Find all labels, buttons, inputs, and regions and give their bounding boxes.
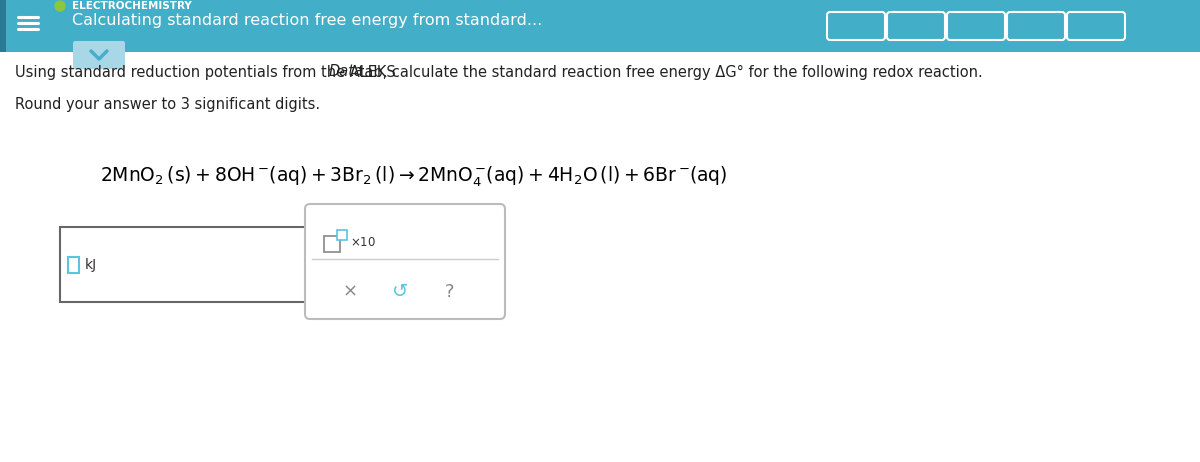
Bar [337, 230, 347, 240]
Text: tab, calculate the standard reaction free energy ΔG° for the following redox rea: tab, calculate the standard reaction fre… [354, 65, 983, 79]
Bar [324, 236, 340, 252]
Text: ×: × [342, 283, 358, 301]
Text: ?: ? [445, 283, 455, 301]
Text: Calculating standard reaction free energy from standard...: Calculating standard reaction free energ… [72, 13, 542, 29]
Circle shape [55, 1, 65, 11]
Bar [68, 256, 79, 273]
Text: ↺: ↺ [392, 282, 408, 302]
Text: $\mathsf{2MnO_2\,(s)+8OH^-\!(aq)+3Br_2\,(l)\rightarrow 2MnO_4^-\!(aq)+4H_2O\,(l): $\mathsf{2MnO_2\,(s)+8OH^-\!(aq)+3Br_2\,… [100, 165, 727, 189]
Text: Using standard reduction potentials from the ALEKS: Using standard reduction potentials from… [14, 65, 401, 79]
FancyBboxPatch shape [73, 41, 125, 69]
Bar [0, 0, 1200, 52]
Text: Data: Data [329, 65, 364, 79]
Text: kJ: kJ [85, 257, 97, 272]
Bar [0, 0, 6, 52]
Text: ELECTROCHEMISTRY: ELECTROCHEMISTRY [72, 1, 192, 11]
Bar [60, 227, 314, 302]
FancyBboxPatch shape [305, 204, 505, 319]
Text: $\times10$: $\times10$ [350, 236, 376, 249]
Text: Round your answer to 3 significant digits.: Round your answer to 3 significant digit… [14, 97, 320, 111]
